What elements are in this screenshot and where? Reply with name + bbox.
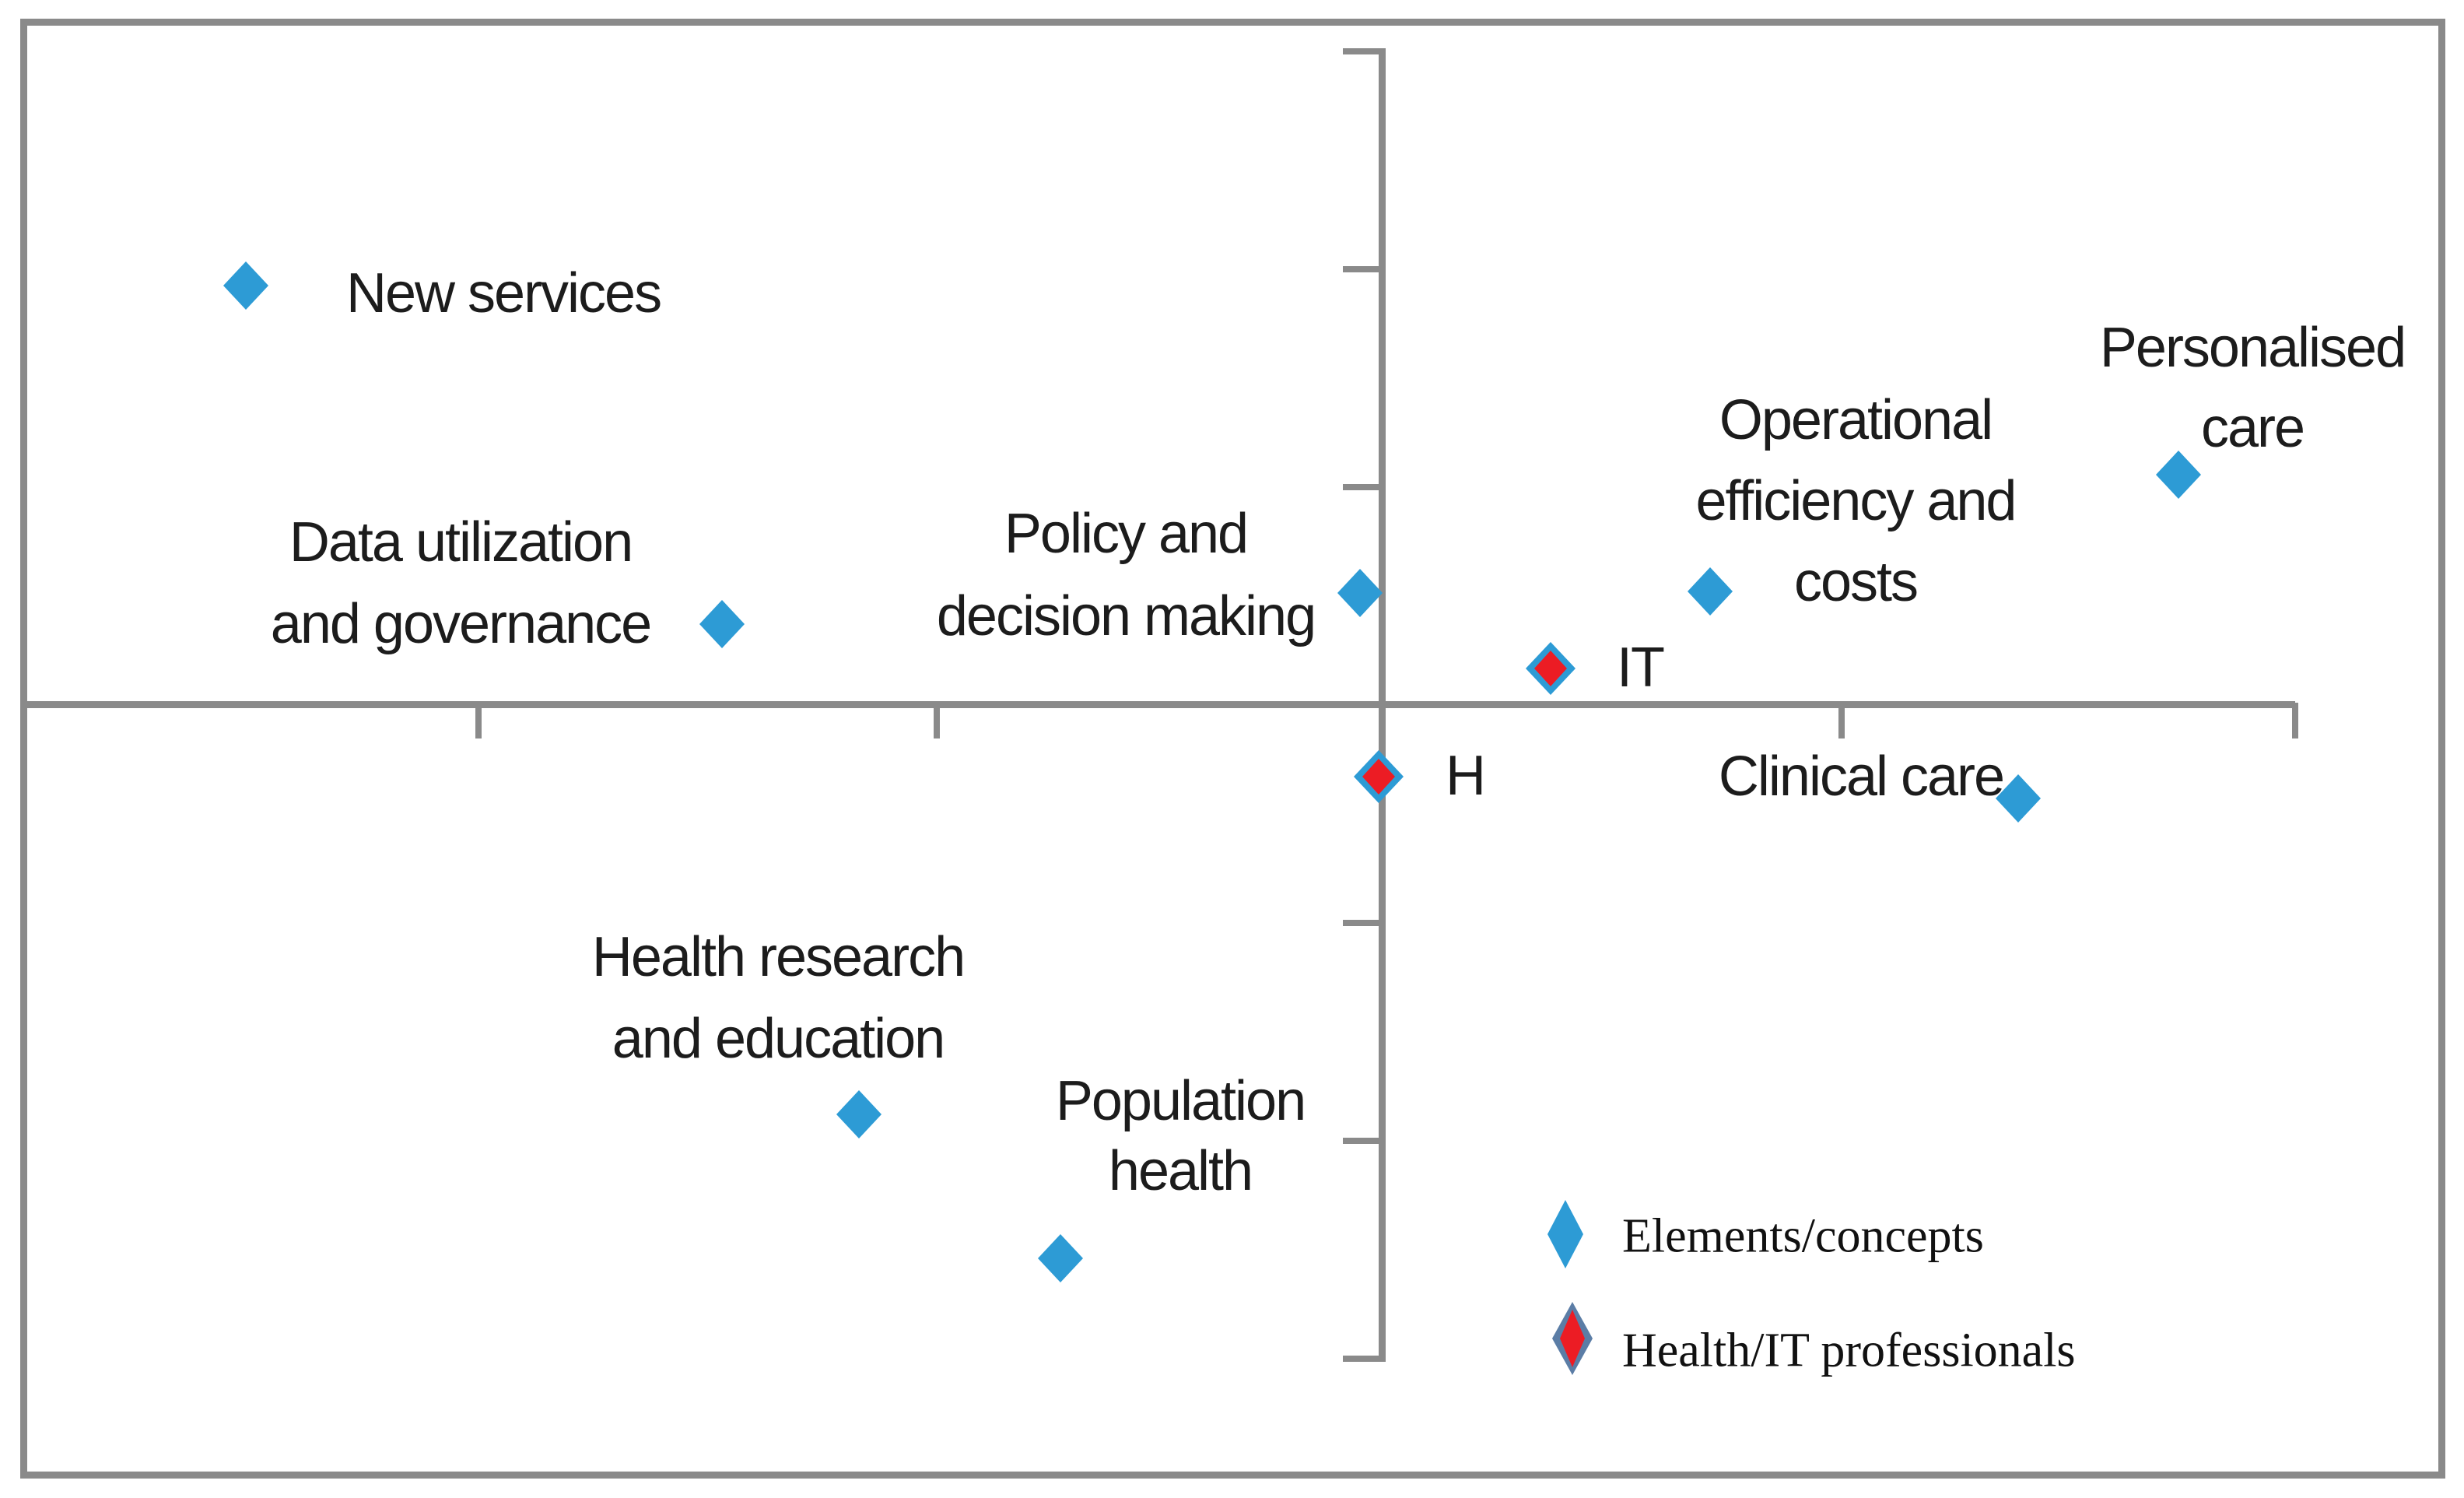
x-axis-tick	[2292, 703, 2298, 738]
point-label-line: IT	[1617, 637, 1665, 699]
point-label-line: and education	[612, 1007, 945, 1070]
point-marker-health-professionals-fill	[1362, 759, 1395, 795]
point-label-line: health	[1108, 1140, 1253, 1202]
x-axis	[23, 701, 2295, 708]
point-label-line: New services	[346, 262, 662, 325]
y-axis-tick	[1343, 48, 1379, 54]
y-axis-tick	[1343, 266, 1379, 272]
y-axis-tick	[1343, 1356, 1379, 1362]
point-label-line: Population	[1055, 1070, 1306, 1132]
y-axis-tick	[1343, 1138, 1379, 1144]
legend-red-diamond-icon-fill	[1560, 1310, 1585, 1367]
point-label-line: Policy and	[1004, 503, 1249, 565]
point-label-line: efficiency and	[1695, 470, 2017, 532]
x-axis-tick	[1838, 703, 1845, 738]
point-label-line: Operational	[1719, 389, 1993, 451]
point-label-line: costs	[1793, 551, 1919, 613]
y-axis	[1379, 48, 1386, 1362]
point-label-line: Data utilization	[289, 510, 633, 574]
x-axis-tick	[475, 703, 482, 738]
chart-border	[20, 19, 2445, 1479]
y-axis-tick	[1343, 484, 1379, 490]
point-label-line: Personalised	[2099, 316, 2406, 379]
point-label-line: and governance	[270, 592, 652, 655]
point-label-line: care	[2200, 396, 2305, 459]
point-marker-it-professionals-fill	[1534, 651, 1567, 686]
legend-label-1: Health/IT professionals	[1622, 1324, 2076, 1377]
point-label-line: Clinical care	[1718, 745, 2005, 808]
legend-label-0: Elements/concepts	[1622, 1209, 1984, 1263]
point-label-line: Health research	[591, 925, 966, 988]
x-axis-tick	[934, 703, 940, 738]
point-label-line: decision making	[936, 585, 1316, 647]
y-axis-tick	[1343, 920, 1379, 926]
point-label-line: H	[1446, 745, 1486, 807]
